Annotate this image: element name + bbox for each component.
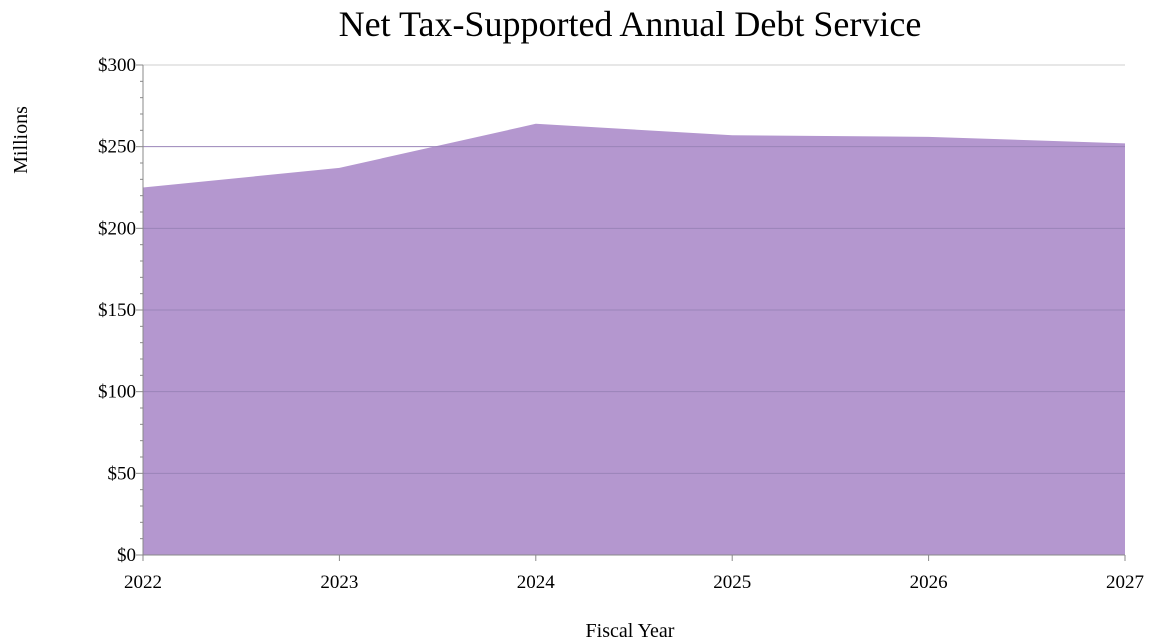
y-tick-label: $300 (98, 55, 136, 76)
x-tick-label: 2025 (713, 572, 751, 593)
y-tick-label: $50 (108, 463, 137, 484)
x-tick-labels: 2022 2023 2024 2025 2026 2027 (124, 572, 1144, 593)
y-tick-label: $100 (98, 382, 136, 403)
x-tick-label: 2022 (124, 572, 162, 593)
area-layer (143, 64, 1125, 556)
x-tick-label: 2026 (910, 572, 948, 593)
x-tick-label: 2027 (1106, 572, 1144, 593)
y-axis-label: Millions (10, 106, 32, 174)
y-tick-label: $0 (117, 545, 136, 566)
y-tick-labels: $0 $50 $100 $150 $200 $250 $300 (98, 55, 136, 566)
x-axis-label: Fiscal Year (586, 620, 675, 642)
x-tick-label: 2024 (517, 572, 556, 593)
y-tick-label: $250 (98, 137, 136, 158)
area-series (143, 123, 1125, 556)
y-tick-label: $150 (98, 300, 136, 321)
y-tick-label: $200 (98, 218, 136, 239)
axes (136, 64, 1126, 561)
chart-title: Net Tax-Supported Annual Debt Service (339, 4, 922, 44)
x-tick-label: 2023 (320, 572, 358, 593)
